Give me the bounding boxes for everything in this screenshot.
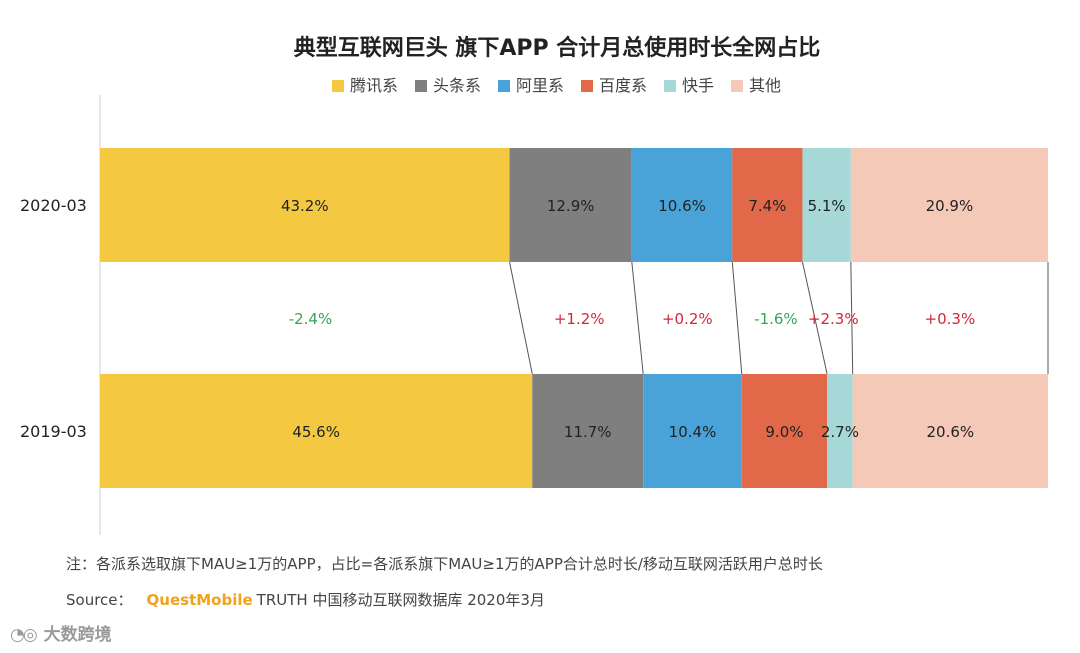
connector-line-1 — [631, 261, 644, 375]
logo-text: 大数跨境 — [43, 625, 112, 645]
legend-label-0: 腾讯系 — [350, 76, 398, 95]
source-line: Source： QuestMobile TRUTH 中国移动互联网数据库 2020年… — [66, 589, 545, 610]
bar-label-0-1: 12.9% — [547, 197, 595, 215]
bar-label-0-2: 10.6% — [658, 197, 706, 215]
bar-label-1-1: 11.7% — [564, 423, 612, 441]
watermark-logo: ◔◎ 大数跨境 — [10, 620, 112, 645]
source-text: TRUTH 中国移动互联网数据库 2020年3月 — [256, 591, 545, 609]
bar-segment-1-0 — [100, 374, 533, 488]
bar-segment-1-1 — [532, 374, 644, 488]
bar-label-1-5: 20.6% — [927, 423, 975, 441]
bar-label-1-4: 2.7% — [821, 423, 859, 441]
legend-swatch-4 — [664, 80, 676, 92]
legend-swatch-2 — [498, 80, 510, 92]
connector-line-3 — [801, 261, 828, 375]
stacked-bar-chart: 典型互联网巨头 旗下APP 合计月总使用时长全网占比 腾讯系 头条系 阿里系 百度系 快… — [20, 35, 1049, 535]
legend-label-2: 阿里系 — [516, 76, 564, 95]
connector-line-4 — [850, 261, 854, 375]
change-label-2: +0.2% — [662, 310, 713, 328]
category-label-1: 2019-03 — [20, 422, 87, 441]
legend-swatch-1 — [415, 80, 427, 92]
bar-segment-0-4 — [802, 148, 851, 262]
bar-segment-0-0 — [100, 148, 510, 262]
legend: 腾讯系 头条系 阿里系 百度系 快手 其他 — [332, 76, 781, 95]
connector-line-0 — [509, 261, 533, 375]
category-label-0: 2020-03 — [20, 196, 87, 215]
change-label-0: -2.4% — [289, 310, 333, 328]
bar-label-1-2: 10.4% — [669, 423, 717, 441]
footnote: 注：各派系选取旗下MAU≥1万的APP，占比=各派系旗下MAU≥1万的APP合计… — [66, 555, 823, 573]
bar-segment-0-2 — [631, 148, 733, 262]
legend-label-5: 其他 — [749, 76, 781, 95]
bar-segment-1-3 — [741, 374, 828, 488]
legend-label-4: 快手 — [682, 76, 714, 95]
bars — [100, 148, 1048, 488]
change-label-4: +2.3% — [808, 310, 859, 328]
bar-segment-0-5 — [850, 148, 1048, 262]
source-brand: QuestMobile — [146, 591, 253, 609]
connector-line-2 — [731, 261, 743, 375]
bar-segment-0-3 — [732, 148, 803, 262]
bar-segment-1-5 — [852, 374, 1048, 488]
change-label-1: +1.2% — [554, 310, 605, 328]
chart-title: 典型互联网巨头 旗下APP 合计月总使用时长全网占比 — [294, 35, 821, 61]
bar-label-0-0: 43.2% — [281, 197, 329, 215]
bar-label-0-3: 7.4% — [748, 197, 786, 215]
change-label-5: +0.3% — [925, 310, 976, 328]
legend-label-3: 百度系 — [599, 76, 647, 95]
change-connectors — [509, 261, 1049, 375]
bar-label-0-4: 5.1% — [808, 197, 846, 215]
legend-label-1: 头条系 — [433, 76, 481, 95]
source-label: Source： — [66, 591, 133, 609]
bar-label-1-3: 9.0% — [765, 423, 803, 441]
legend-swatch-0 — [332, 80, 344, 92]
bar-segment-1-2 — [643, 374, 742, 488]
legend-swatch-5 — [731, 80, 743, 92]
bar-label-1-0: 45.6% — [292, 423, 340, 441]
legend-swatch-3 — [581, 80, 593, 92]
bar-segment-1-4 — [827, 374, 853, 488]
logo-icon: ◔◎ — [10, 625, 38, 645]
bar-label-0-5: 20.9% — [926, 197, 974, 215]
change-label-3: -1.6% — [754, 310, 798, 328]
labels: 2020-03 2019-03 43.2% 12.9% 10.6% 7.4% 5.1% 20.… — [20, 196, 975, 441]
bar-segment-0-1 — [509, 148, 632, 262]
